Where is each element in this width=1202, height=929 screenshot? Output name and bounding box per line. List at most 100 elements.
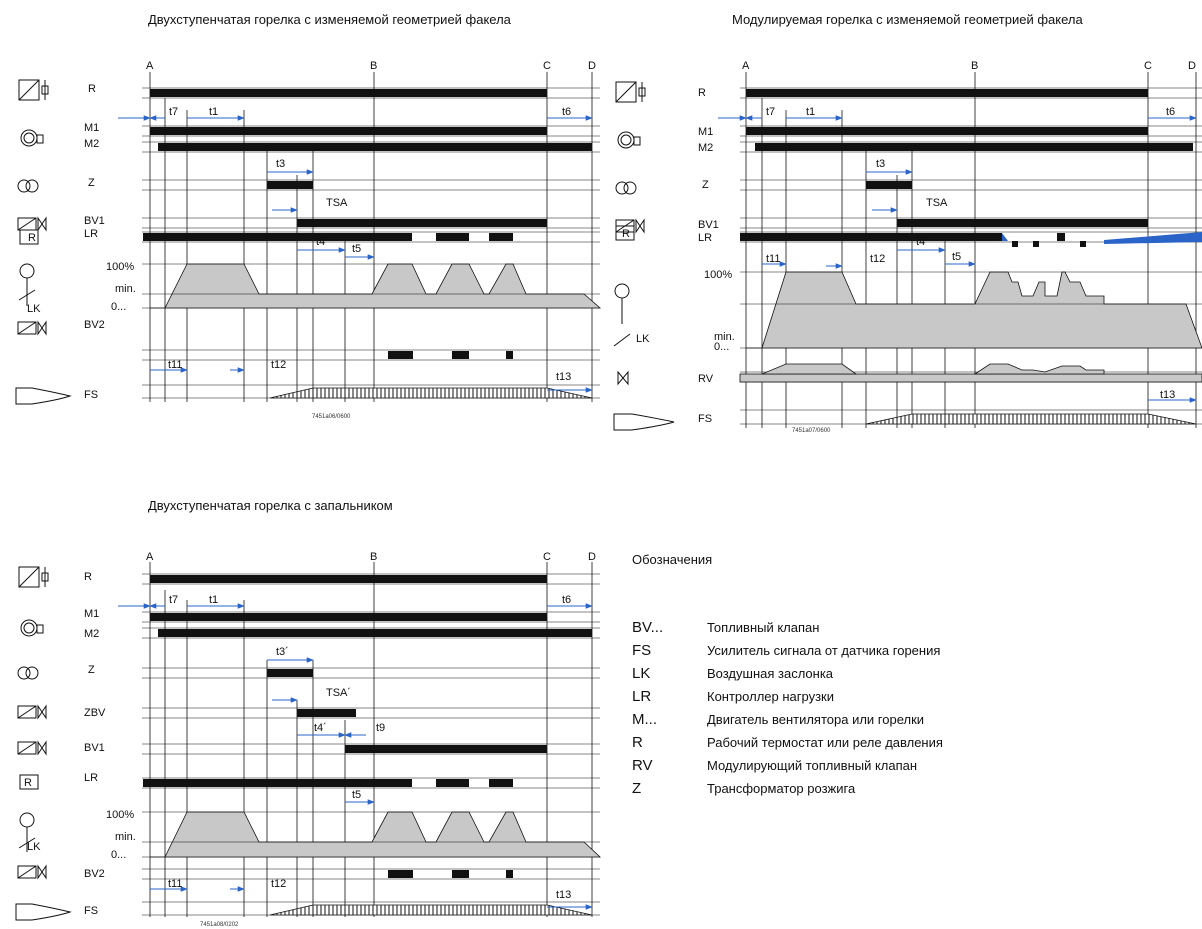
diagram-modulating: Модулируемая горелка с изменяемой геомет… [613, 12, 1202, 434]
phase-a: A [742, 60, 750, 72]
legend-item: R Рабочий термостат или реле давления [632, 734, 1192, 757]
row-m2: M2 [698, 142, 713, 154]
phase-a: A [146, 551, 154, 563]
damper-icon [18, 263, 36, 306]
legend-desc: Топливный клапан [707, 620, 820, 635]
flame-sensor-icon [15, 387, 72, 405]
controller-icon [19, 774, 39, 790]
phase-b: B [971, 60, 978, 72]
phase-c: C [1144, 60, 1152, 72]
phase-a: A [146, 60, 154, 72]
row-min: min. [714, 331, 735, 343]
legend-key: RV [632, 757, 653, 774]
time-t7: t7 [169, 106, 178, 118]
legend-desc: Модулирующий топливный клапан [707, 758, 918, 773]
valve-icon [17, 320, 47, 336]
time-t4: t4 [916, 236, 925, 248]
legend-desc: Воздушная заслонка [707, 666, 834, 681]
phase-d: D [588, 551, 596, 563]
diagram-title: Двухступенчатая горелка с запальником [148, 498, 393, 513]
time-tsa-prime: TSA´ [326, 687, 351, 699]
controller-icon-letter: R [622, 228, 630, 240]
diagram-title: Двухступенчатая горелка с изменяемой гео… [148, 12, 512, 27]
phase-d: D [588, 60, 596, 72]
flame-sensor-icon [15, 903, 72, 921]
row-bv1: BV1 [698, 219, 719, 231]
legend-key: Z [632, 780, 642, 797]
row-fs: FS [698, 413, 712, 425]
legend-item: M... Двигатель вентилятора или горелки [632, 711, 1192, 734]
row-min: min. [115, 831, 136, 843]
row-m2: M2 [84, 628, 99, 640]
transformer-icon [17, 666, 39, 680]
legend: Обозначения BV... Топливный клапан FS Усил… [632, 552, 1192, 803]
row-bv2: BV2 [84, 868, 105, 880]
time-t7: t7 [169, 594, 178, 606]
valve-icon [17, 740, 47, 756]
flame-sensor-icon [613, 413, 675, 431]
diagram-pilot: Двухступенчатая горелка с запальником A … [15, 498, 602, 928]
controller-icon [615, 225, 635, 241]
row-100: 100% [704, 269, 732, 281]
valve-icon [17, 216, 47, 232]
row-r: R [84, 571, 92, 583]
time-t4-prime: t4´ [314, 722, 327, 734]
legend-item: LR Контроллер нагрузки [632, 688, 1192, 711]
row-100: 100% [106, 809, 134, 821]
legend-desc: Рабочий термостат или реле давления [707, 735, 943, 750]
legend-desc: Контроллер нагрузки [707, 689, 834, 704]
transformer-icon [17, 179, 39, 193]
phase-c: C [543, 60, 551, 72]
legend-key: M... [632, 711, 657, 728]
diagram-title: Модулируемая горелка с изменяемой геомет… [732, 12, 1084, 27]
phase-d: D [1188, 60, 1196, 72]
row-lk: LK [27, 841, 41, 853]
time-t11: t11 [168, 878, 182, 890]
controller-icon-letter: R [24, 777, 32, 789]
time-t11: t11 [766, 253, 780, 265]
diagram-code: 7451a06/0600 [312, 414, 351, 420]
legend-item: Z Трансформатор розжига [632, 780, 1192, 803]
diagram-code: 7451a08/0202 [200, 922, 239, 928]
time-t6: t6 [562, 594, 571, 606]
time-tsa: TSA [326, 197, 348, 209]
time-t6: t6 [1166, 106, 1175, 118]
legend-key: R [632, 734, 643, 751]
row-bv1: BV1 [84, 742, 105, 754]
time-tsa: TSA [926, 197, 948, 209]
time-t12: t12 [870, 253, 885, 265]
time-t3: t3 [276, 158, 285, 170]
row-m1: M1 [84, 608, 99, 620]
legend-item: RV Модулирующий топливный клапан [632, 757, 1192, 780]
time-t1: t1 [209, 594, 218, 606]
legend-title: Обозначения [632, 552, 713, 567]
row-lk: LK [27, 303, 41, 315]
damper-icon [613, 283, 631, 347]
time-t7: t7 [766, 106, 775, 118]
row-zero: 0... [111, 849, 126, 861]
time-t5: t5 [352, 243, 361, 255]
time-t13: t13 [556, 889, 571, 901]
time-t1: t1 [209, 106, 218, 118]
legend-item: LK Воздушная заслонка [632, 665, 1192, 688]
legend-desc: Усилитель сигнала от датчика горения [707, 643, 941, 658]
row-bv1: BV1 [84, 215, 105, 227]
time-t12: t12 [271, 359, 286, 371]
time-t1: t1 [806, 106, 815, 118]
phase-b: B [370, 60, 377, 72]
legend-item: BV... Топливный клапан [632, 619, 1192, 642]
row-fs: FS [84, 905, 98, 917]
row-lr: LR [84, 772, 98, 784]
legend-key: LR [632, 688, 652, 705]
row-lr: LR [698, 232, 712, 244]
time-t13: t13 [556, 371, 571, 383]
row-min: min. [115, 283, 136, 295]
motor-icon [617, 131, 641, 149]
controller-icon-letter: R [28, 232, 36, 244]
time-t6: t6 [562, 106, 571, 118]
phase-c: C [543, 551, 551, 563]
row-z: Z [702, 179, 709, 191]
time-t11: t11 [168, 359, 182, 371]
time-t9: t9 [376, 722, 385, 734]
